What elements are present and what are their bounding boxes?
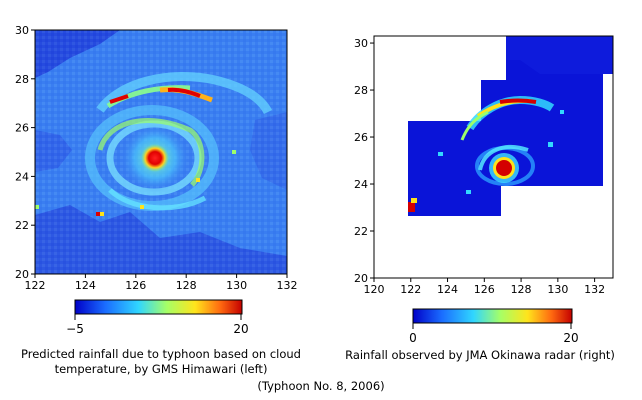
left-eye-wall [141,144,169,172]
left-x-tick-label: 128 [176,279,197,292]
left-outer-band [96,72,273,115]
right-caption: Rainfall observed by JMA Okinawa radar (… [345,348,615,362]
left-cell [196,178,200,182]
right-eye-wall [496,160,512,176]
right-y-tick-label: 26 [354,131,368,144]
left-axis: 122 124 126 128 130 132 20 22 24 26 28 30 [15,24,298,292]
right-rainband-peak [499,98,537,104]
left-inner-band [97,117,205,187]
left-rainband-west [109,94,129,104]
left-colorbar-max-label: 20 [233,322,248,336]
right-y-tick-label: 20 [354,272,368,285]
left-colorbar-min-label: −5 [66,322,84,336]
left-x-tick-label: 122 [25,279,46,292]
right-axis: 120 122 124 126 128 130 132 20 22 24 26 28 30 [354,37,605,296]
right-colorbar-min-label: 0 [409,331,417,345]
right-x-tick-label: 128 [511,283,532,296]
left-axes-frame [34,29,288,275]
right-heatmap [373,35,614,279]
left-y-tick-label: 20 [15,268,29,281]
left-cell [96,212,101,216]
left-spiral-ring-mid [106,120,202,196]
left-y-tick-label: 30 [15,24,29,37]
right-radar-coverage [408,36,613,216]
right-x-tick-label: 130 [547,283,568,296]
left-x-tick-label: 126 [125,279,146,292]
left-y-tick-label: 28 [15,73,29,86]
right-cell [466,190,471,194]
right-axes-frame [373,35,614,279]
right-x-tick-label: 120 [364,283,385,296]
right-colorbar [412,308,573,324]
right-x-tick-label: 122 [400,283,421,296]
right-x-tick-label: 132 [584,283,605,296]
right-outer-band [460,110,489,141]
left-y-tick-label: 22 [15,219,29,232]
right-cell [560,110,564,114]
left-cell [140,205,144,209]
left-y-tick-label: 24 [15,170,29,183]
right-y-tick-label: 22 [354,225,368,238]
left-cell [100,212,104,216]
right-colorbar-max-label: 20 [563,331,578,345]
right-y-tick-label: 28 [354,84,368,97]
left-y-tick-label: 26 [15,122,29,135]
right-y-tick-label: 30 [354,37,368,50]
left-cell [35,205,39,209]
figure-footer: (Typhoon No. 8, 2006) [257,379,385,393]
left-x-tick-label: 124 [75,279,96,292]
right-cell [408,202,415,212]
left-southern-band [108,188,207,211]
left-caption-line-2: temperature, by GMS Himawari (left) [54,362,268,376]
right-x-tick-label: 126 [474,283,495,296]
right-cell [411,198,417,203]
left-caption-line-1: Predicted rainfall due to typhoon based … [21,347,301,361]
left-x-tick-label: 130 [226,279,247,292]
right-cell [548,142,553,147]
left-x-tick-label: 132 [277,279,298,292]
left-rainband-peak [167,87,201,98]
left-heatmap [34,29,288,275]
right-x-tick-label: 124 [437,283,458,296]
left-cell [232,150,236,154]
left-colorbar [74,299,243,315]
right-cell [438,152,443,156]
right-inner-band [478,144,529,171]
right-y-tick-label: 24 [354,178,368,191]
